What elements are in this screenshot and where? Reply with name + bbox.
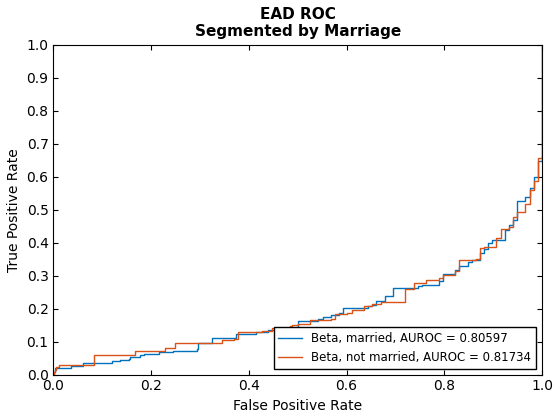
Line: Beta, married, AUROC = 0.80597: Beta, married, AUROC = 0.80597 [53, 45, 542, 375]
Beta, not married, AUROC = 0.81734 [473, 256, 479, 261]
X-axis label: False Positive Rate: False Positive Rate [233, 399, 362, 413]
Beta, married, AUROC = 0.80597 [539, 42, 545, 47]
Beta, not married, AUROC = 0.81734 [143, 348, 150, 353]
Beta, not married, AUROC = 0.81734 [54, 364, 60, 369]
Title: EAD ROC
Segmented by Marriage: EAD ROC Segmented by Marriage [194, 7, 401, 39]
Beta, married, AUROC = 0.80597 [54, 365, 60, 370]
Legend: Beta, married, AUROC = 0.80597, Beta, not married, AUROC = 0.81734: Beta, married, AUROC = 0.80597, Beta, no… [274, 327, 536, 369]
Beta, not married, AUROC = 0.81734 [485, 244, 492, 249]
Beta, married, AUROC = 0.80597 [143, 352, 150, 357]
Line: Beta, not married, AUROC = 0.81734: Beta, not married, AUROC = 0.81734 [53, 45, 542, 375]
Beta, not married, AUROC = 0.81734 [539, 42, 545, 47]
Y-axis label: True Positive Rate: True Positive Rate [7, 148, 21, 272]
Beta, married, AUROC = 0.80597 [485, 247, 492, 252]
Beta, not married, AUROC = 0.81734 [406, 286, 413, 291]
Beta, not married, AUROC = 0.81734 [55, 364, 62, 369]
Beta, not married, AUROC = 0.81734 [50, 372, 57, 377]
Beta, married, AUROC = 0.80597 [406, 286, 413, 291]
Beta, married, AUROC = 0.80597 [55, 365, 62, 370]
Beta, married, AUROC = 0.80597 [473, 257, 479, 262]
Beta, married, AUROC = 0.80597 [50, 372, 57, 377]
